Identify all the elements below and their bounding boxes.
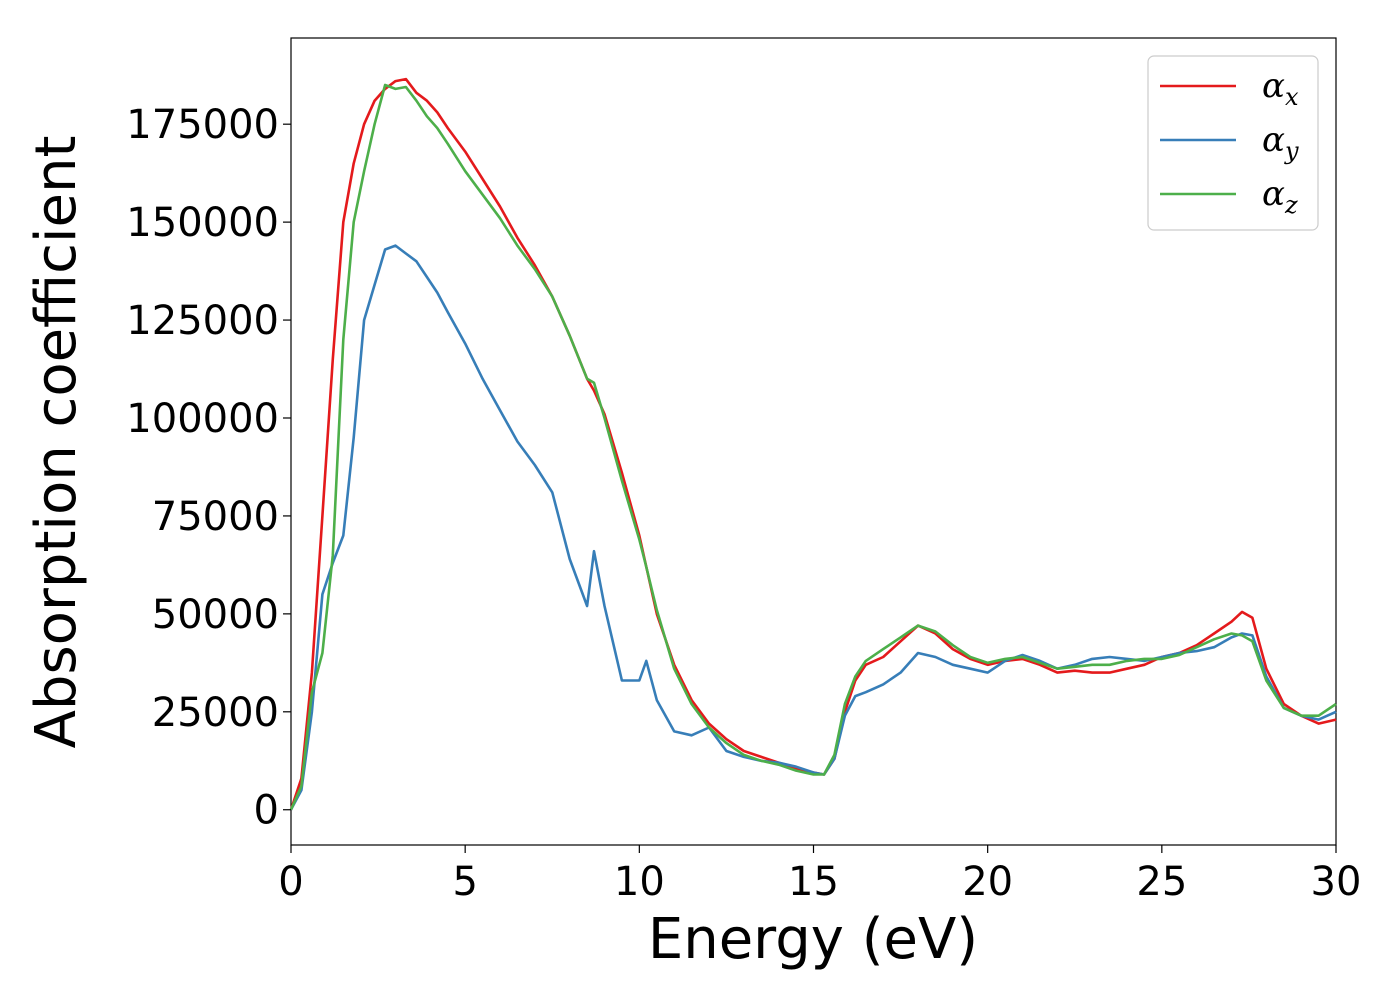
y-tick-label: 50000 <box>152 592 279 638</box>
y-tick-label: 100000 <box>126 396 279 442</box>
y-tick-label: 150000 <box>126 200 279 246</box>
x-axis: 0 5 10 15 20 25 30 <box>278 845 1361 905</box>
y-axis: 0 25000 50000 75000 100000 125000 150000 175000 <box>126 102 291 834</box>
x-tick-label: 20 <box>962 859 1013 905</box>
legend-box <box>1147 55 1319 231</box>
x-tick-label: 15 <box>788 859 839 905</box>
x-tick-label: 5 <box>452 859 477 905</box>
y-tick-label: 25000 <box>152 690 279 736</box>
x-tick-label: 30 <box>1311 859 1362 905</box>
x-axis-title: Energy (eV) <box>648 907 978 972</box>
series-line-x <box>289 77 1337 811</box>
y-tick-label: 0 <box>254 788 279 834</box>
x-tick-label: 0 <box>278 859 303 905</box>
x-tick-label: 10 <box>614 859 665 905</box>
y-tick-label: 125000 <box>126 298 279 344</box>
series-line-z <box>289 83 1337 811</box>
y-tick-label: 75000 <box>152 494 279 540</box>
legend-item-x: αx <box>1160 66 1299 111</box>
series-layer <box>289 77 1337 811</box>
y-axis-title: Absorption coefficient <box>24 136 89 749</box>
series-line-y <box>289 244 1337 811</box>
x-tick-label: 25 <box>1136 859 1187 905</box>
y-tick-label: 175000 <box>126 102 279 148</box>
